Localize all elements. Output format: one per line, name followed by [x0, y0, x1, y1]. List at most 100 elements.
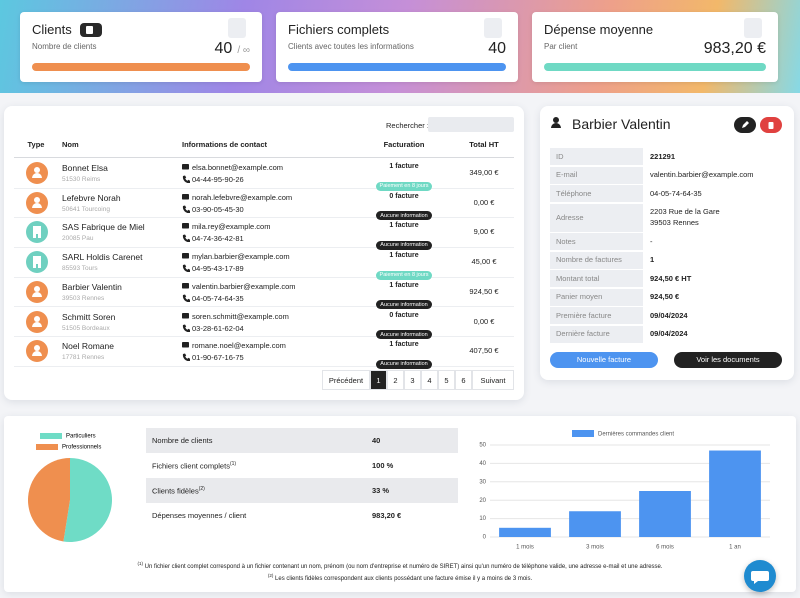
pagination-button[interactable]: Suivant: [472, 370, 514, 390]
pagination-button[interactable]: Précédent: [322, 370, 370, 390]
client-email: soren.schmitt@example.com: [192, 311, 289, 321]
phone-icon: [182, 294, 190, 302]
table-row[interactable]: Schmitt Soren 51505 Bordeaux soren.schmitt…: [14, 307, 514, 341]
field-label-cell: ID: [550, 148, 643, 165]
envelope: [182, 342, 189, 348]
pagination-button[interactable]: 2: [387, 370, 404, 390]
table-row[interactable]: Barbier Valentin 39503 Rennes valentin.bar…: [14, 277, 514, 310]
pencil: [742, 121, 749, 128]
phone-icon: [182, 353, 190, 362]
card-value: 983,20 €: [703, 40, 766, 57]
client-city: 85593 Tours: [62, 265, 98, 273]
envelope: [182, 282, 189, 289]
person-head: [34, 345, 40, 352]
field-label-cell: Téléphone: [550, 185, 643, 202]
email-icon: [182, 164, 189, 170]
legend-label: Particuliers: [66, 434, 96, 440]
progress-bar: [32, 63, 250, 71]
client-email: valentin.barbier@example.com: [192, 281, 296, 291]
client-phone: 04-74-36-42-81: [192, 234, 244, 244]
phone-icon: [182, 324, 190, 332]
stats-label: Fichiers client complets: [152, 461, 230, 471]
stats-label-wrap: Clients fidèles(2): [152, 486, 205, 496]
table-row[interactable]: Lefebvre Norah 50641 Tourcoing norah.lefeb…: [14, 188, 514, 221]
table-row[interactable]: Noel Romane 17781 Rennes romane.noel@examp…: [14, 336, 514, 369]
field-value: -: [650, 236, 653, 246]
table-row[interactable]: SAS Fabrique de Miel 20085 Pau mila.rey@ex…: [14, 217, 514, 251]
pagination-button[interactable]: 1: [370, 370, 387, 390]
legend-label: Professionnels: [62, 445, 101, 451]
pagination-button[interactable]: 4: [421, 370, 438, 390]
bar: [709, 450, 761, 537]
y-tick-label: 50: [479, 443, 486, 449]
building-door: [36, 264, 38, 269]
email-icon: [182, 223, 189, 229]
person-head: [34, 167, 40, 173]
column-header: Type: [27, 140, 45, 149]
detail-button[interactable]: Nouvelle facture: [550, 352, 658, 368]
status-wrap: Paiement en 8 jours: [364, 174, 444, 192]
pagination-button[interactable]: 6: [455, 370, 472, 390]
field-value: 2203 Rue de la Gare: [650, 207, 720, 216]
type-icon: [26, 251, 48, 274]
client-email: elsa.bonnet@example.com: [192, 163, 283, 172]
y-tick-label: 40: [479, 461, 486, 467]
table-row[interactable]: Bonnet Elsa 51530 Reims elsa.bonnet@exampl…: [14, 158, 514, 192]
column-header: Informations de contact: [182, 140, 268, 149]
envelope: [182, 193, 189, 200]
stats-row: Nombre de clients 40: [146, 428, 458, 453]
card-subtitle: Clients avec toutes les informations: [288, 42, 414, 51]
client-phone: 03-90-05-45-30: [192, 204, 244, 214]
client-phone: 04-95-43-17-89: [192, 264, 244, 274]
pagination-button[interactable]: 5: [438, 370, 455, 390]
stat-card: Dépense moyenne Par client 983,20 €: [532, 12, 778, 82]
footnote-mark: (2): [267, 573, 274, 578]
chat-button[interactable]: [744, 560, 776, 592]
status-wrap: Aucune information: [364, 233, 444, 251]
x-tick-label: 1 an: [729, 545, 741, 551]
card-value-wrap: 983,20 €: [704, 40, 766, 58]
field-label-cell: Nombre de factures: [550, 251, 643, 269]
clients-table-panel: Rechercher : Type Nom Informations de conta…: [4, 106, 524, 400]
card-value: 40: [488, 40, 506, 57]
building: [33, 226, 41, 239]
search-input[interactable]: [428, 117, 514, 132]
client-name: Noel Romane: [62, 341, 114, 352]
pagination-button[interactable]: 3: [404, 370, 421, 390]
stat-card: Fichiers complets Clients avec toutes les…: [276, 12, 518, 82]
stats-label: Dépenses moyennes / client: [152, 511, 247, 520]
stats-label-wrap: Nombre de clients: [152, 436, 212, 445]
client-email: mila.rey@example.com: [192, 222, 271, 232]
header-rule: [14, 157, 514, 158]
table-row[interactable]: SARL Holdis Carenet 85593 Tours mylan.barb…: [14, 247, 514, 281]
footnote-mark: (1): [137, 561, 143, 566]
envelope: [182, 312, 189, 318]
y-tick-label: 0: [483, 535, 487, 541]
field-value: 09/04/2024: [650, 310, 688, 320]
stats-label: Clients fidèles: [152, 486, 199, 496]
person-head: [34, 285, 40, 292]
status-badge: Paiement en 8 jours: [375, 270, 433, 280]
status-badge: Aucune information: [376, 300, 432, 310]
phone-icon: [182, 175, 190, 183]
pie-slice: [63, 458, 113, 542]
detail-button[interactable]: Voir les documents: [674, 352, 782, 368]
type-icon: [26, 191, 48, 214]
total-ht: 924,50 €: [469, 286, 499, 296]
bar: [569, 511, 621, 537]
x-tick-label: 1 mois: [516, 545, 534, 551]
card-subtitle: Nombre de clients: [32, 42, 97, 51]
field-label-cell: E-mail: [550, 166, 643, 184]
client-name: SARL Holdis Carenet: [62, 252, 143, 263]
card-value-wrap: 40 / ∞: [215, 40, 250, 58]
type-icon: [26, 162, 48, 184]
status-wrap: Paiement en 8 jours: [364, 263, 444, 281]
status-wrap: Aucune information: [364, 323, 444, 341]
field-label: E-mail: [556, 170, 578, 179]
field-label: Adresse: [556, 212, 584, 222]
client-city: 50641 Tourcoing: [62, 205, 110, 213]
progress-bar: [288, 63, 506, 71]
trash: [768, 122, 774, 129]
badge-icon-shape: [85, 25, 93, 34]
